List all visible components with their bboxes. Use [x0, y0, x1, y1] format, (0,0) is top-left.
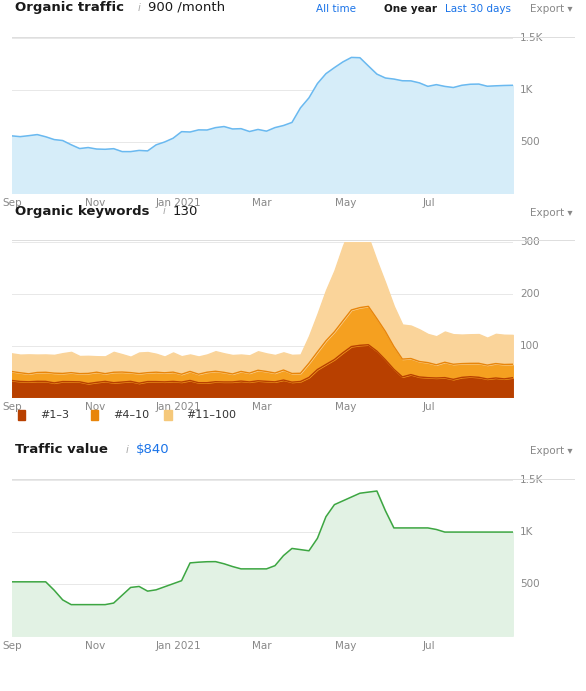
Text: 130: 130 — [173, 205, 198, 218]
Text: Export ▾: Export ▾ — [530, 446, 573, 456]
Text: 1K: 1K — [520, 527, 534, 537]
Text: ✓: ✓ — [19, 411, 27, 421]
Text: Last 30 days: Last 30 days — [445, 4, 512, 14]
Text: $840: $840 — [136, 443, 169, 456]
Text: Organic keywords: Organic keywords — [15, 205, 149, 218]
Text: 200: 200 — [520, 289, 540, 299]
Text: #11–100: #11–100 — [186, 410, 236, 419]
Text: 1.5K: 1.5K — [520, 33, 544, 43]
Text: 900 /month: 900 /month — [148, 1, 225, 14]
Text: Traffic value: Traffic value — [15, 443, 107, 456]
Text: #4–10: #4–10 — [113, 410, 149, 419]
Text: 1.5K: 1.5K — [520, 475, 544, 485]
Text: #1–3: #1–3 — [40, 410, 69, 419]
Text: Organic traffic: Organic traffic — [15, 1, 124, 14]
Text: 1K: 1K — [520, 85, 534, 95]
Text: All time: All time — [316, 4, 356, 14]
Text: 500: 500 — [520, 579, 540, 589]
Text: 500: 500 — [520, 137, 540, 146]
Text: One year: One year — [384, 4, 437, 14]
Text: i: i — [126, 445, 129, 455]
Text: Export ▾: Export ▾ — [530, 4, 573, 14]
Text: 300: 300 — [520, 237, 540, 247]
Text: i: i — [138, 3, 141, 12]
Text: ✓: ✓ — [92, 411, 100, 421]
Text: 100: 100 — [520, 341, 540, 350]
Text: i: i — [163, 207, 166, 216]
Text: Export ▾: Export ▾ — [530, 208, 573, 218]
Text: ✓: ✓ — [165, 411, 173, 421]
